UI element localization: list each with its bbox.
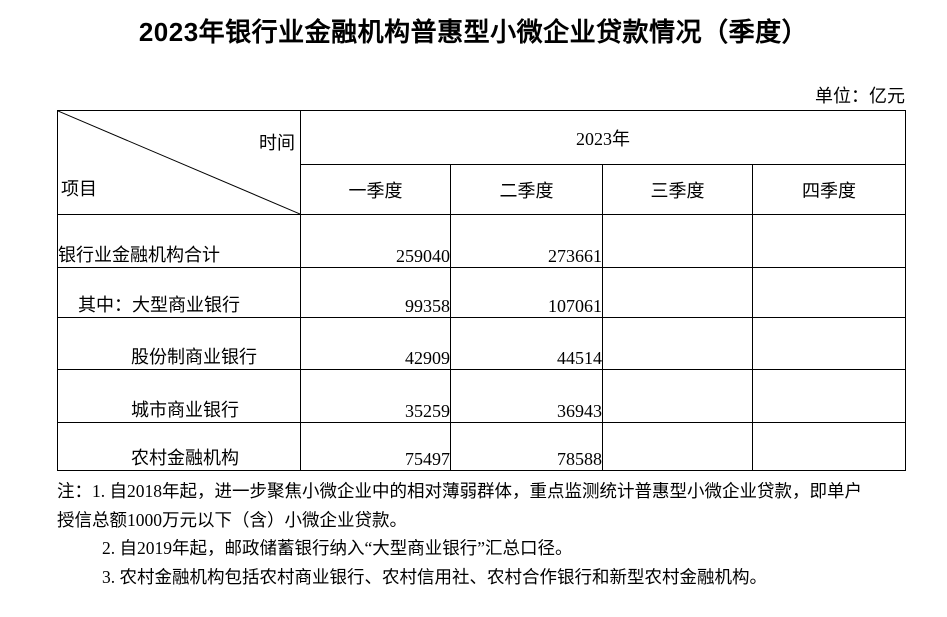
value-cell-q3 bbox=[602, 214, 753, 268]
loan-table: 时间 项目 2023年 一季度 二季度 三季度 四季度 银行业金融机构合计 25… bbox=[57, 110, 906, 471]
value-cell-q3 bbox=[602, 422, 753, 471]
value-cell-q1: 259040 bbox=[300, 214, 451, 268]
corner-time-label: 时间 bbox=[259, 133, 295, 153]
value-cell-q2: 78588 bbox=[450, 422, 603, 471]
table-row: 城市商业银行 35259 36943 bbox=[57, 369, 906, 423]
page-title: 2023年银行业金融机构普惠型小微企业贷款情况（季度） bbox=[138, 17, 809, 47]
value-cell-q3 bbox=[602, 369, 753, 423]
quarter-header-q1: 一季度 bbox=[300, 164, 451, 215]
note-line-2: 2. 自2019年起，邮政储蓄银行纳入“大型商业银行”汇总口径。 bbox=[102, 538, 573, 558]
quarter-header-q3: 三季度 bbox=[602, 164, 753, 215]
value-cell-q1: 75497 bbox=[300, 422, 451, 471]
row-label: 其中：大型商业银行 bbox=[57, 267, 301, 318]
value-cell-q1: 42909 bbox=[300, 317, 451, 370]
value-cell-q4 bbox=[752, 317, 906, 370]
quarter-header-q2: 二季度 bbox=[450, 164, 603, 215]
table-row: 银行业金融机构合计 259040 273661 bbox=[57, 214, 906, 268]
quarter-header-q4: 四季度 bbox=[752, 164, 906, 215]
corner-item-label: 项目 bbox=[61, 179, 97, 199]
row-label: 银行业金融机构合计 bbox=[57, 214, 301, 268]
header-row-year: 时间 项目 2023年 bbox=[57, 110, 906, 215]
notes: 注：1. 自2018年起，进一步聚焦小微企业中的相对薄弱群体，重点监测统计普惠型… bbox=[57, 477, 917, 591]
value-cell-q4 bbox=[752, 422, 906, 471]
value-cell-q2: 107061 bbox=[450, 267, 603, 318]
row-label: 城市商业银行 bbox=[57, 369, 301, 423]
value-cell-q1: 35259 bbox=[300, 369, 451, 423]
row-label: 股份制商业银行 bbox=[57, 317, 301, 370]
value-cell-q4 bbox=[752, 369, 906, 423]
note-line-3: 3. 农村金融机构包括农村商业银行、农村信用社、农村合作银行和新型农村金融机构。 bbox=[102, 566, 767, 587]
value-cell-q4 bbox=[752, 214, 906, 268]
value-cell-q1: 99358 bbox=[300, 267, 451, 318]
year-header-cell: 2023年 bbox=[300, 110, 906, 165]
row-label: 农村金融机构 bbox=[57, 422, 301, 471]
value-cell-q3 bbox=[602, 317, 753, 370]
value-cell-q4 bbox=[752, 267, 906, 318]
table-row: 农村金融机构 75497 78588 bbox=[57, 422, 906, 471]
diagonal-line bbox=[58, 111, 300, 214]
value-cell-q3 bbox=[602, 267, 753, 318]
corner-header-cell: 时间 项目 bbox=[57, 110, 301, 215]
value-cell-q2: 36943 bbox=[450, 369, 603, 423]
unit-label: 单位：亿元 bbox=[815, 86, 905, 106]
value-cell-q2: 44514 bbox=[450, 317, 603, 370]
note-line-1: 注：1. 自2018年起，进一步聚焦小微企业中的相对薄弱群体，重点监测统计普惠型… bbox=[57, 481, 862, 501]
table-row: 股份制商业银行 42909 44514 bbox=[57, 317, 906, 370]
value-cell-q2: 273661 bbox=[450, 214, 603, 268]
note-line-1-continued: 授信总额1000万元以下（含）小微企业贷款。 bbox=[57, 509, 407, 530]
table-row: 其中：大型商业银行 99358 107061 bbox=[57, 267, 906, 318]
